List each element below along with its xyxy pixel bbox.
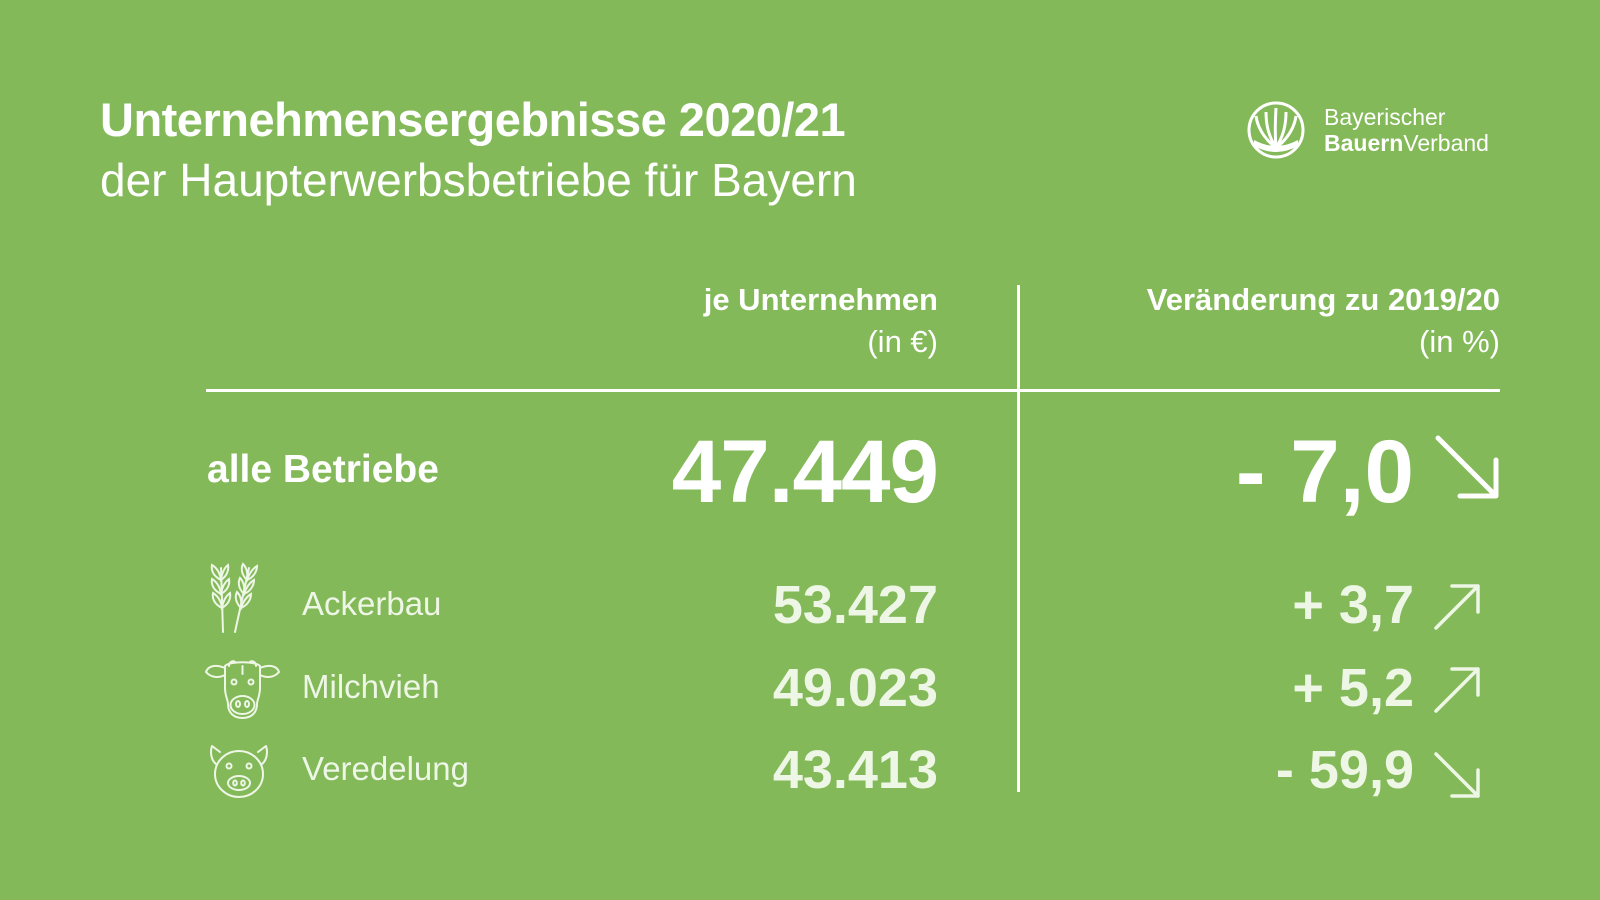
row-change: + 3,7 xyxy=(1292,575,1414,635)
logo-line-2: BauernVerband xyxy=(1324,130,1489,156)
column-heading-label: Veränderung zu 2019/20 xyxy=(1146,282,1500,317)
vertical-divider xyxy=(1017,285,1020,792)
arrow-up-right-icon xyxy=(1434,584,1480,630)
pig-icon xyxy=(210,745,268,798)
row-label: Ackerbau xyxy=(302,585,442,622)
arrow-up-right-icon xyxy=(1434,667,1480,713)
column-heading-label: je Unternehmen xyxy=(703,282,938,317)
arrow-down-right-icon xyxy=(1435,435,1499,499)
column-heading-unit: (in %) xyxy=(1419,324,1500,359)
logo-line-2-bold: Bauern xyxy=(1324,130,1404,156)
row-label: Milchvieh xyxy=(302,668,440,705)
page-title: Unternehmensergebnisse 2020/21 xyxy=(100,93,846,146)
row-value: 49.023 xyxy=(772,658,938,718)
arrow-down-right-icon xyxy=(1434,752,1480,798)
cow-icon xyxy=(205,660,280,719)
total-change: - 7,0 xyxy=(1235,421,1414,521)
row-value: 43.413 xyxy=(772,740,938,800)
wheat-icon xyxy=(210,562,259,633)
row-change: + 5,2 xyxy=(1292,658,1414,718)
row-label: Veredelung xyxy=(302,750,469,787)
row-change: - 59,9 xyxy=(1275,740,1414,800)
column-heading-change: Veränderung zu 2019/20 (in %) xyxy=(1147,279,1500,363)
column-heading-per-company: je Unternehmen (in €) xyxy=(704,279,938,363)
horizontal-divider xyxy=(206,389,1500,392)
row-value: 53.427 xyxy=(772,575,938,635)
page-subtitle: der Haupterwerbsbetriebe für Bayern xyxy=(100,154,857,206)
bbv-logo: Bayerischer BauernVerband xyxy=(1246,100,1489,160)
total-label: alle Betriebe xyxy=(207,448,439,491)
logo-line-1: Bayerischer xyxy=(1324,104,1446,130)
column-heading-unit: (in €) xyxy=(867,324,938,359)
total-value: 47.449 xyxy=(671,421,939,521)
wheat-sheaf-logo-icon xyxy=(1247,101,1305,159)
logo-line-2-regular: Verband xyxy=(1403,130,1489,156)
